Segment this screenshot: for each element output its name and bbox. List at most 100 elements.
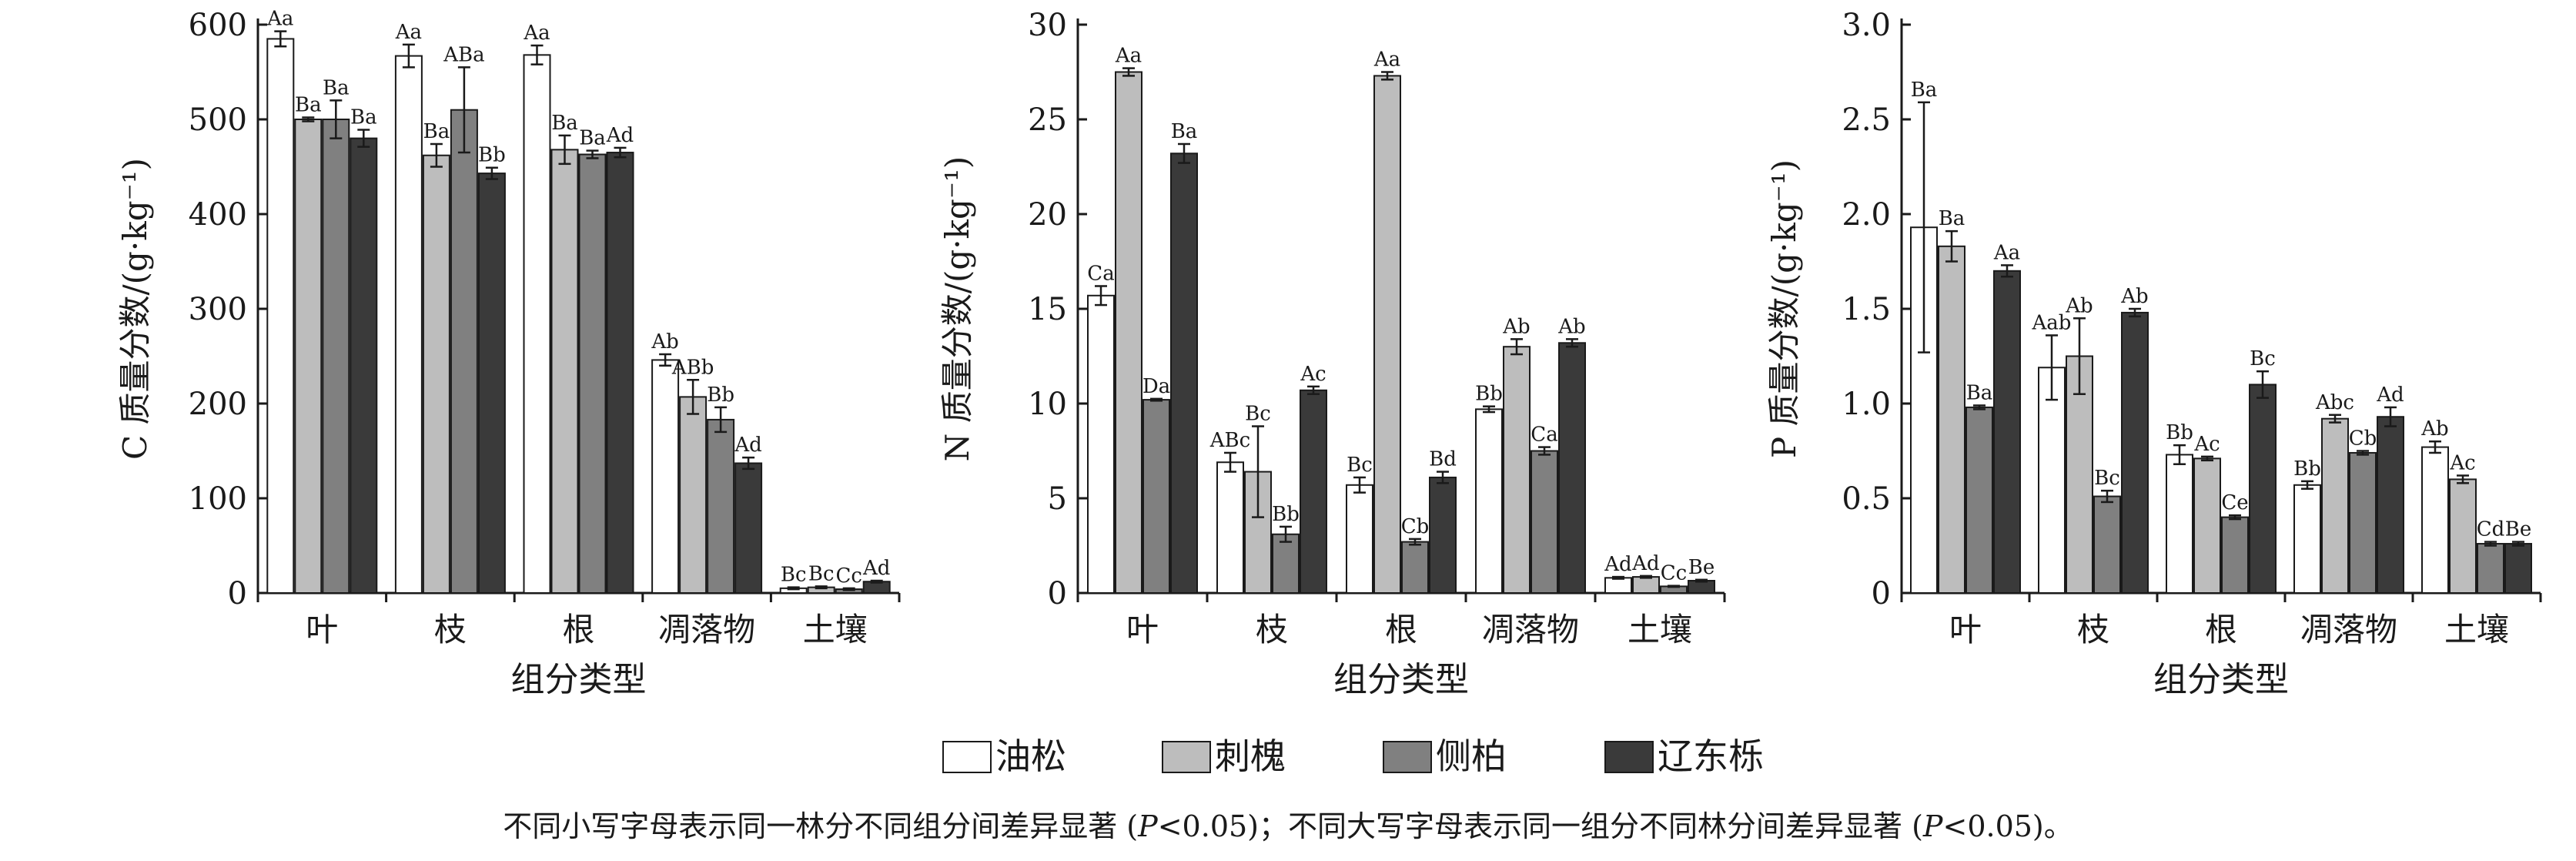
bar: [2477, 543, 2504, 594]
bar: [1170, 152, 1198, 594]
y-axis-label: N 质量分数/(g·kg⁻¹): [938, 156, 976, 462]
bar: [1087, 294, 1115, 594]
significance-label: Ad: [2376, 384, 2404, 407]
significance-label: Bb: [478, 144, 506, 167]
y-tick-label: 2.0: [1842, 197, 1891, 233]
significance-label: Bc: [1347, 454, 1373, 477]
significance-label: Ba: [1966, 381, 1993, 404]
x-category-label: 凋落物: [1482, 611, 1579, 648]
significance-label: Cc: [1661, 562, 1687, 585]
y-tick-label: 10: [1028, 387, 1067, 422]
bar: [1503, 346, 1531, 594]
bar: [394, 55, 423, 594]
bar: [1115, 71, 1142, 594]
legend-label-0: 油松: [995, 735, 1066, 777]
bar: [1558, 342, 1586, 594]
significance-label: Bb: [707, 384, 734, 407]
x-axis-label: 组分类型: [2153, 660, 2289, 699]
x-category-label: 叶: [306, 611, 338, 648]
y-tick-label: 1.5: [1842, 292, 1891, 327]
bar: [734, 462, 763, 594]
significance-note: 不同小写字母表示同一林分不同组分间差异显著 (P<0.05)；不同大写字母表示同…: [503, 809, 2073, 843]
significance-label: Aa: [523, 22, 550, 45]
significance-label: Cd: [2477, 518, 2505, 541]
significance-label: Ad: [1631, 552, 1659, 575]
x-category-label: 根: [2205, 611, 2237, 648]
bar: [350, 137, 378, 595]
y-tick-label: 5: [1048, 481, 1067, 517]
y-tick-label: 200: [189, 387, 247, 422]
x-category-label: 凋落物: [658, 611, 755, 648]
bar: [294, 119, 323, 594]
y-tick-label: 600: [189, 8, 247, 43]
significance-label: Bc: [781, 564, 807, 587]
note-part1: 不同小写字母表示同一林分不同组分间差异显著 (: [503, 809, 1138, 843]
bar: [1272, 533, 1300, 594]
y-tick-label: 0: [1872, 576, 1891, 611]
bar: [1632, 576, 1660, 595]
x-category-label: 土壤: [2444, 611, 2509, 648]
bar: [1531, 450, 1558, 594]
x-category-label: 枝: [2077, 611, 2109, 648]
significance-label: Ba: [1171, 120, 1198, 143]
significance-label: Bc: [1245, 403, 1271, 426]
significance-label: Da: [1142, 375, 1170, 398]
bar: [1938, 245, 1965, 594]
note-part2: <0.05)；不同大写字母表示同一组分不同林分间差异显著 (: [1158, 809, 1923, 843]
significance-label: Be: [1688, 556, 1715, 579]
y-tick-label: 500: [189, 102, 247, 138]
significance-label: Ce: [2221, 491, 2248, 514]
y-tick-label: 0: [1048, 576, 1067, 611]
significance-label: Ba: [551, 112, 578, 135]
x-category-label: 根: [1385, 611, 1417, 648]
significance-label: Ba: [423, 120, 450, 143]
bar: [266, 38, 295, 594]
bar: [2504, 543, 2532, 594]
bar: [1142, 399, 1170, 595]
bar: [651, 359, 680, 594]
bar: [1993, 270, 2021, 594]
legend-swatch-2: [1383, 741, 1432, 773]
bar: [1429, 476, 1457, 594]
legend-label-2: 侧柏: [1436, 735, 1507, 777]
significance-label: Ac: [2193, 433, 2220, 456]
significance-label: Abc: [2315, 391, 2354, 414]
significance-label: Ba: [1939, 207, 1965, 230]
bar: [2421, 446, 2449, 595]
y-tick-label: 25: [1028, 102, 1067, 138]
y-tick-label: 100: [189, 481, 247, 517]
y-tick-label: 30: [1028, 8, 1067, 43]
significance-label: Aa: [266, 8, 293, 31]
significance-label: Ab: [2065, 294, 2093, 317]
significance-label: Ab: [2420, 417, 2448, 441]
bar: [578, 153, 607, 594]
y-tick-label: 15: [1028, 292, 1067, 327]
x-category-label: 根: [562, 611, 594, 648]
significance-label: Aa: [1993, 241, 2020, 264]
x-category-label: 枝: [434, 611, 467, 648]
significance-label: Ab: [2120, 285, 2148, 308]
significance-label: Aa: [1115, 45, 1142, 68]
significance-label: Cc: [835, 565, 861, 588]
significance-label: Bc: [2094, 467, 2120, 490]
significance-label: Ab: [1557, 315, 1585, 338]
significance-label: ABb: [671, 356, 714, 379]
significance-label: Ba: [1911, 79, 1938, 102]
bar: [1475, 408, 1503, 594]
bar: [606, 152, 634, 595]
significance-label: ABc: [1209, 429, 1250, 452]
bar: [1373, 75, 1401, 595]
bar: [523, 54, 551, 595]
bar: [2221, 516, 2249, 594]
significance-label: Ab: [1502, 315, 1530, 338]
bar: [1346, 484, 1373, 595]
y-tick-label: 1.0: [1842, 387, 1891, 422]
x-category-label: 土壤: [1628, 611, 1692, 648]
y-tick-label: 2.5: [1842, 102, 1891, 138]
y-tick-label: 3.0: [1842, 8, 1891, 43]
note-part3: <0.05)。: [1942, 809, 2073, 843]
